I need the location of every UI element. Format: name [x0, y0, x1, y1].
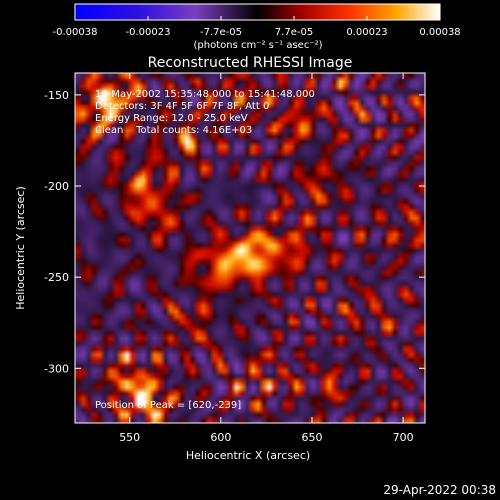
colorbar-tick-label: -0.00038 — [53, 27, 98, 38]
annotation-clean: Clean Total counts: 4.16E+03 — [95, 125, 252, 136]
annotation-energy: Energy Range: 12.0 - 25.0 keV — [95, 113, 248, 124]
annotation-detectors: Detectors: 3F 4F 5F 6F 7F 8F, Att 0 — [95, 101, 269, 112]
x-tick-label: 700 — [393, 431, 414, 444]
colorbar-ticks: -0.00038 -0.00023 -7.7e-05 7.7e-05 0.00023 0.… — [53, 16, 461, 38]
annotation-time-range: 10-May-2002 15:35:48.000 to 15:41:48.000 — [95, 89, 315, 100]
chart-title: Reconstructed RHESSI Image — [148, 55, 353, 71]
y-tick-label: -300 — [44, 362, 69, 375]
y-axis-label: Heliocentric Y (arcsec) — [14, 186, 27, 310]
plot-frame — [74, 72, 426, 424]
y-tick-label: -200 — [44, 180, 69, 193]
colorbar-tick-label: 7.7e-05 — [275, 27, 313, 38]
x-tick-label: 550 — [119, 431, 140, 444]
colorbar-tick-label: 0.00038 — [419, 27, 460, 38]
x-tick-label: 600 — [210, 431, 231, 444]
colorbar-tick-label: -7.7e-05 — [200, 27, 242, 38]
y-tick-label: -250 — [44, 271, 69, 284]
colorbar-tick-label: 0.00023 — [346, 27, 387, 38]
footer-timestamp: 29-Apr-2022 00:38 — [383, 483, 496, 497]
axis-ticks: 550 600 650 700 -150 -200 -250 -300 — [44, 73, 425, 444]
colorbar-tick-label: -0.00023 — [126, 27, 171, 38]
x-axis-label: Heliocentric X (arcsec) — [186, 449, 310, 462]
annotation-peak-position: Position of Peak = [620,-239] — [95, 400, 241, 411]
colorbar — [74, 3, 441, 21]
y-tick-label: -150 — [44, 89, 69, 102]
x-tick-label: 650 — [301, 431, 322, 444]
heatmap-image — [75, 73, 425, 423]
colorbar-unit-label: (photons cm⁻² s⁻¹ asec⁻²) — [193, 40, 322, 51]
